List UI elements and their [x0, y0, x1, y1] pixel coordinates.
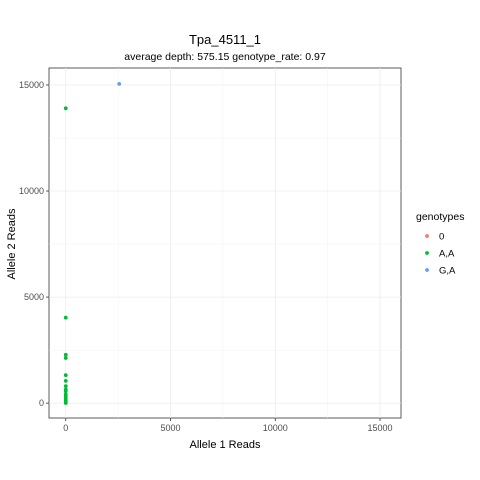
- legend-label: A,A: [439, 249, 455, 260]
- legend-key: [425, 251, 429, 255]
- data-point: [63, 106, 68, 111]
- plot-panel: [48, 67, 402, 419]
- data-point: [63, 356, 68, 360]
- x-tick-label: 5000: [161, 423, 181, 433]
- legend-label: G,A: [439, 266, 456, 277]
- legend-key: [425, 268, 429, 272]
- y-axis-title: Allele 2 Reads: [6, 208, 18, 279]
- data-point: [63, 373, 68, 378]
- legend-label: 0: [439, 232, 444, 243]
- y-axis-ticks: 0 5000 10000 15000: [19, 80, 49, 408]
- data-point: [63, 315, 68, 320]
- data-point: [63, 384, 68, 389]
- data-point: [117, 82, 122, 86]
- x-axis-ticks: 0 5000 10000 15000: [63, 418, 393, 433]
- x-tick-label: 10000: [263, 423, 288, 433]
- y-tick-label: 5000: [24, 292, 44, 302]
- legend: genotypes 0 A,A G,A: [416, 211, 464, 277]
- chart-title: Tpa_4511_1: [189, 32, 261, 47]
- y-tick-label: 0: [39, 398, 44, 408]
- data-point: [63, 389, 68, 394]
- x-tick-label: 15000: [368, 423, 393, 433]
- x-axis-title: Allele 1 Reads: [190, 439, 261, 451]
- data-point: [63, 352, 68, 357]
- data-point: [63, 378, 68, 383]
- data-point: [63, 401, 68, 405]
- grid-lines: [49, 68, 401, 418]
- y-tick-label: 10000: [19, 186, 44, 196]
- chart-subtitle: average depth: 575.15 genotype_rate: 0.9…: [124, 51, 326, 63]
- y-tick-label: 15000: [19, 80, 44, 90]
- legend-key: [425, 234, 429, 238]
- legend-title: genotypes: [416, 211, 464, 223]
- data-points: [63, 82, 122, 405]
- x-tick-label: 0: [63, 423, 68, 433]
